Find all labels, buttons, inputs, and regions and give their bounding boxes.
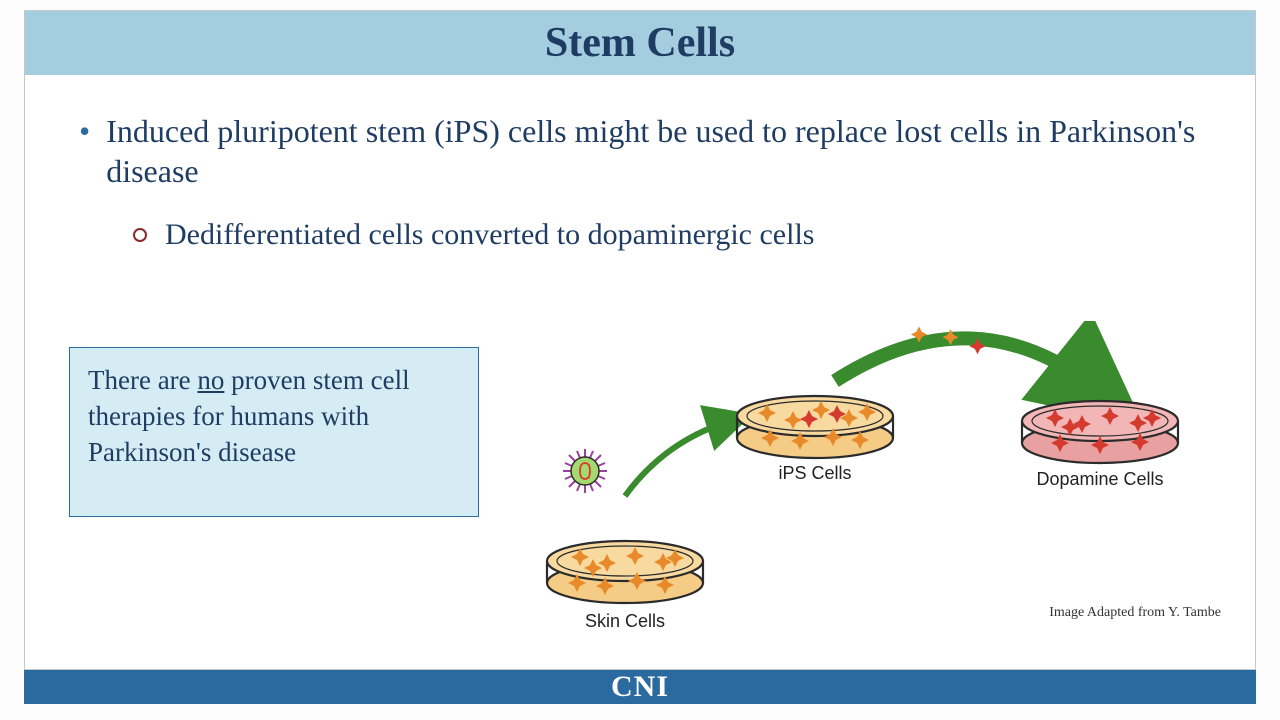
label-dopamine-cells: Dopamine Cells [1020, 469, 1180, 490]
cell-diagram: Skin Cells iPS Cells Dopamine Cells [505, 321, 1265, 651]
callout-text: There are no proven stem cell therapies … [88, 362, 460, 470]
sub-bullet: Dedifferentiated cells converted to dopa… [133, 215, 1201, 255]
arrow-ips-to-dopamine [835, 338, 1100, 391]
main-bullet: • Induced pluripotent stem (iPS) cells m… [79, 111, 1201, 191]
slide-title: Stem Cells [545, 19, 735, 67]
dish-dopamine-cells [1022, 401, 1178, 463]
label-skin-cells: Skin Cells [545, 611, 705, 632]
arrow-skin-to-ips [625, 421, 730, 496]
main-bullet-text: Induced pluripotent stem (iPS) cells mig… [106, 111, 1201, 191]
callout-box: There are no proven stem cell therapies … [69, 347, 479, 517]
title-bar: Stem Cells [25, 11, 1255, 75]
footer-logo-text: CNI [611, 670, 669, 704]
footer-bar: CNI [24, 670, 1256, 704]
image-attribution: Image Adapted from Y. Tambe [1049, 605, 1221, 621]
dish-ips-cells [737, 396, 893, 458]
sub-bullet-text: Dedifferentiated cells converted to dopa… [165, 215, 814, 255]
sub-bullet-circle-icon [133, 228, 147, 242]
virus-icon [563, 449, 607, 493]
callout-pre: There are [88, 365, 197, 395]
slide-frame: Stem Cells • Induced pluripotent stem (i… [24, 10, 1256, 670]
callout-underline: no [197, 365, 224, 395]
label-ips-cells: iPS Cells [735, 463, 895, 484]
content-area: • Induced pluripotent stem (iPS) cells m… [25, 75, 1255, 255]
bullet-dot-icon: • [79, 111, 90, 151]
dish-skin-cells [547, 541, 703, 603]
